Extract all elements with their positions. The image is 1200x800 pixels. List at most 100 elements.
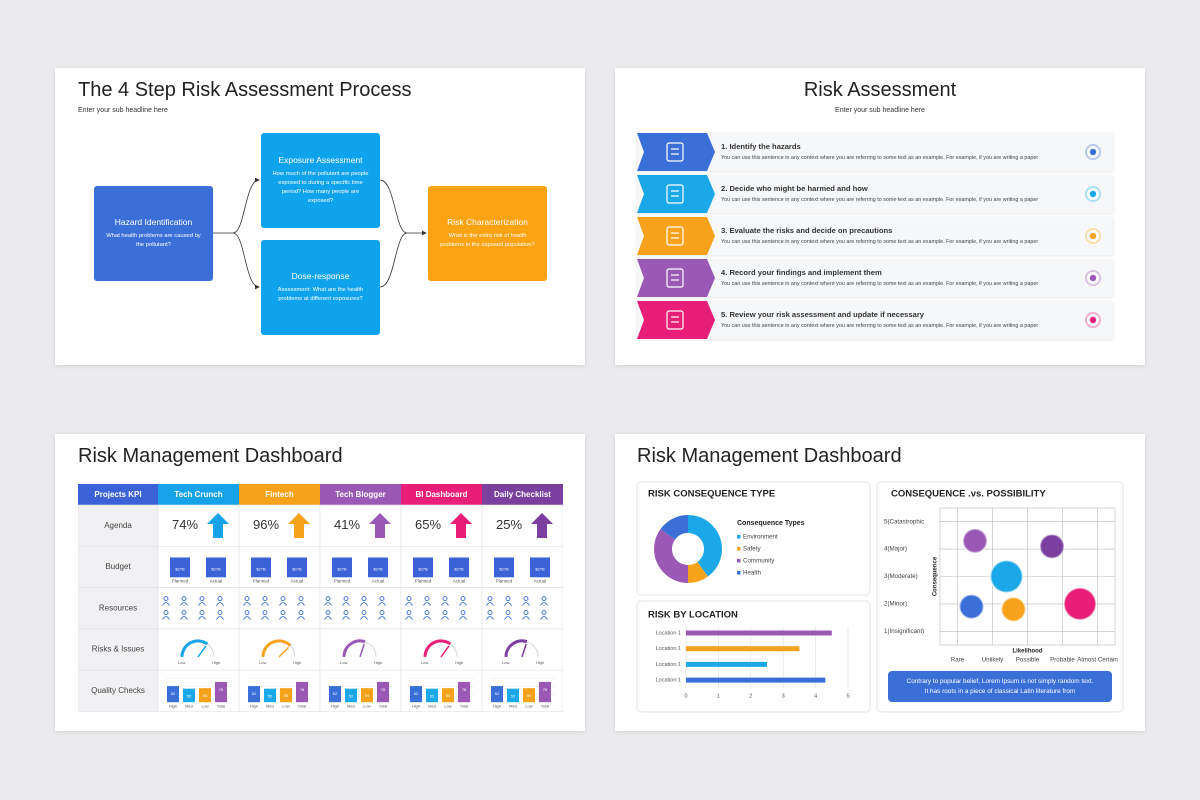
step-graphic — [637, 301, 1101, 339]
table-cell — [400, 504, 483, 547]
person-icon — [343, 610, 349, 616]
legend-swatch — [737, 535, 741, 539]
step-row: 2. Decide who might be harmed and how You… — [637, 175, 1113, 213]
x-tick-label: Probable — [1050, 657, 1075, 664]
x-tick-label: 5 — [846, 693, 849, 699]
quality-category: Total — [460, 703, 469, 708]
quality-bar — [377, 681, 389, 703]
quality-bar — [167, 686, 179, 703]
agenda-value: 25% — [496, 517, 522, 532]
person-icon — [163, 610, 169, 616]
budget-category: Planned — [172, 578, 189, 583]
person-icon — [522, 602, 530, 606]
bubble — [958, 593, 985, 620]
slide: Risk Management Dashboard Projects KPI Te… — [55, 434, 585, 731]
person-icon — [504, 616, 512, 620]
table-cell — [400, 587, 483, 630]
quality-bar — [507, 688, 519, 703]
quality-value: 52 — [430, 694, 435, 699]
step-row: 5. Review your risk assessment and updat… — [637, 301, 1113, 339]
quality-bar — [280, 688, 292, 703]
quality-bar — [426, 688, 438, 703]
chart-title: RISK CONSEQUENCE TYPE — [648, 489, 775, 500]
person-icon — [405, 616, 413, 620]
person-icon — [541, 596, 547, 602]
quality-value: 54 — [365, 693, 370, 698]
budget-value-label: $27B — [337, 567, 347, 572]
person-icon — [217, 610, 223, 616]
box-text: What is the extra risk of health problem… — [440, 233, 535, 248]
quality-value: 62 — [333, 691, 338, 696]
slide-title: Risk Assessment — [803, 79, 957, 101]
person-icon — [423, 602, 431, 606]
person-icon — [262, 610, 268, 616]
y-axis-title: Consequence — [933, 556, 939, 596]
table-cell — [400, 628, 483, 671]
step-graphic — [637, 259, 1101, 297]
person-icon — [262, 596, 268, 602]
connectors — [213, 177, 585, 290]
bar — [686, 661, 767, 667]
budget-value-label: $27B — [418, 567, 428, 572]
person-icon — [244, 596, 250, 602]
budget-bar — [170, 557, 190, 578]
gauge-needle — [440, 645, 450, 658]
gauge-label: High — [293, 660, 301, 665]
table-cell — [238, 587, 321, 630]
person-icon — [442, 596, 448, 602]
budget-value-label: $27B — [211, 567, 221, 572]
quality-bar — [491, 686, 503, 703]
person-icon — [523, 596, 529, 602]
person-icon — [180, 602, 188, 606]
header-cell — [482, 484, 563, 505]
person-icon — [180, 616, 188, 620]
bubble — [1039, 533, 1065, 560]
y-tick-label: Location 1 — [656, 646, 681, 652]
step-title: 1. Identify the hazards — [721, 142, 801, 151]
bubble — [1000, 596, 1027, 623]
x-tick-label: Unlikely — [982, 657, 1005, 664]
donut-segment — [688, 515, 722, 577]
quality-value: 54 — [203, 693, 208, 698]
person-icon — [162, 616, 170, 620]
person-icon — [405, 602, 413, 606]
person-icon — [540, 616, 548, 620]
header-cell — [158, 484, 239, 505]
step-icon — [666, 142, 684, 162]
person-icon — [441, 602, 449, 606]
quality-category: Total — [217, 703, 226, 708]
step-icon — [666, 184, 684, 204]
person-icon — [280, 596, 286, 602]
quality-category: High — [493, 703, 501, 708]
quality-category: Low — [282, 703, 289, 708]
gauge-label: High — [212, 660, 220, 665]
legend-label: Community — [743, 558, 775, 565]
gauge-needle — [359, 643, 365, 658]
legend-swatch — [737, 559, 741, 563]
person-icon — [459, 602, 467, 606]
step-chevron — [637, 217, 715, 255]
slide: Risk Assessment Enter your sub headline … — [615, 68, 1145, 365]
x-tick-label: 1 — [717, 693, 720, 699]
header-label: Projects KPI — [94, 490, 141, 499]
panel — [636, 600, 871, 713]
quality-bar — [296, 681, 308, 703]
person-icon — [216, 602, 224, 606]
step-graphic — [637, 133, 1101, 171]
table-cell — [319, 628, 402, 671]
budget-value-label: $27B — [292, 567, 302, 572]
gauge-label: Low — [502, 660, 509, 665]
person-icon — [181, 596, 187, 602]
budget-category: Actual — [453, 578, 466, 583]
table-cell — [319, 587, 402, 630]
process-box: Risk Characterization What is the extra r… — [428, 186, 547, 281]
slide-subtitle: Enter your sub headline here — [78, 107, 168, 114]
table-cell — [157, 504, 240, 547]
header-label: Daily Checklist — [494, 490, 551, 499]
budget-value-label: $27B — [373, 567, 383, 572]
x-tick-label: 0 — [684, 693, 687, 699]
person-icon — [505, 610, 511, 616]
person-icon — [243, 616, 251, 620]
budget-category: Planned — [253, 578, 270, 583]
x-tick-label: 3 — [782, 693, 785, 699]
